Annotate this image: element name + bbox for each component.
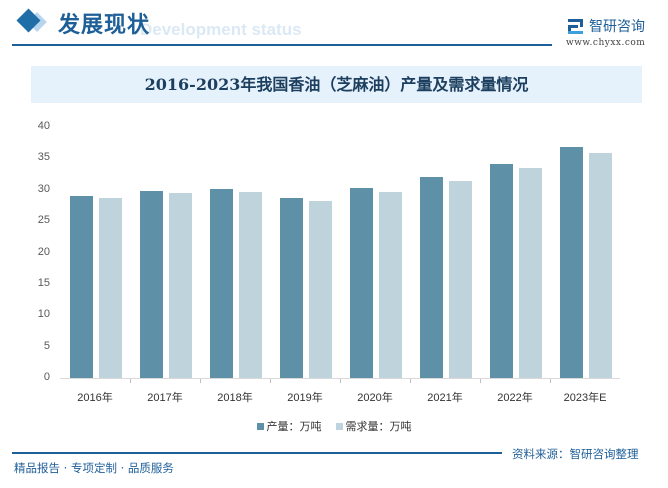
x-tick [410,379,411,383]
x-axis [60,378,620,379]
bar-production [280,197,303,378]
x-tick [270,379,271,383]
y-tick-label: 25 [37,214,50,227]
logo-text: 智研咨询 [589,19,645,35]
bar-demand [449,180,472,378]
bar-demand [309,201,332,378]
chart-legend: 产量：万吨 需求量：万吨 [0,418,668,434]
bar-production [420,177,443,378]
legend-item-production: 产量：万吨 [256,418,322,434]
x-tick-label: 2023年E [563,392,607,404]
footer-divider [12,452,502,454]
x-tick-label: 2017年 [147,392,183,404]
y-tick-label: 0 [43,371,50,383]
x-tick-label: 2022年 [497,392,533,404]
legend-item-demand: 需求量：万吨 [335,418,412,434]
logo-url: www.chyxx.com [566,38,646,48]
bar-demand [519,167,542,378]
bar-chart: 产量：万吨 需求量：万吨 40 35 30 25 20 15 10 5 0 2016年 2017年 2… [0,110,668,440]
x-tick-label: 2019年 [287,392,323,404]
y-tick-label: 40 [37,120,50,132]
header-divider [12,44,552,46]
y-tick-label: 15 [37,276,50,289]
bar-demand [239,192,262,378]
brand-logo: 智研咨询 [568,16,645,36]
y-tick-label: 35 [37,151,50,164]
chart-title-band: 2016-2023年我国香油（芝麻油）产量及需求量情况 [31,66,642,103]
bar-demand [169,192,192,378]
x-tick-label: 2020年 [357,392,393,404]
y-tick-label: 30 [37,182,50,195]
y-tick-label: 5 [43,339,50,352]
section-subtitle: Development status [140,20,302,39]
bar-production [140,191,163,378]
bar-production [350,187,373,378]
x-tick [550,379,551,383]
bar-production [70,196,93,378]
logo-icon [568,18,583,34]
section-header: Development status 发展现状 智研咨询 www.chyxx.c… [0,0,668,50]
x-tick [130,379,131,383]
chart-title: 2016-2023年我国香油（芝麻油）产量及需求量情况 [144,75,529,94]
bar-demand [379,192,402,378]
data-source: 资料来源：智研咨询整理 [512,447,639,461]
bar-production [560,147,583,378]
x-tick-label: 2021年 [427,392,463,404]
x-tick [340,379,341,383]
legend-swatch [256,422,264,430]
bar-demand [99,197,122,378]
x-tick [480,379,481,383]
bar-production [210,189,233,378]
y-tick-label: 20 [37,245,50,258]
x-tick-label: 2018年 [217,392,253,404]
section-title: 发展现状 [58,12,151,38]
bar-production [490,164,513,378]
legend-swatch [335,422,343,430]
legend-label: 需求量：万吨 [345,420,412,433]
y-tick-label: 10 [37,308,50,321]
legend-label: 产量：万吨 [266,420,322,433]
x-tick [200,379,201,383]
bar-demand [589,152,612,378]
x-tick-label: 2016年 [77,392,113,404]
footer-slogan: 精品报告 · 专项定制 · 品质服务 [14,461,174,475]
